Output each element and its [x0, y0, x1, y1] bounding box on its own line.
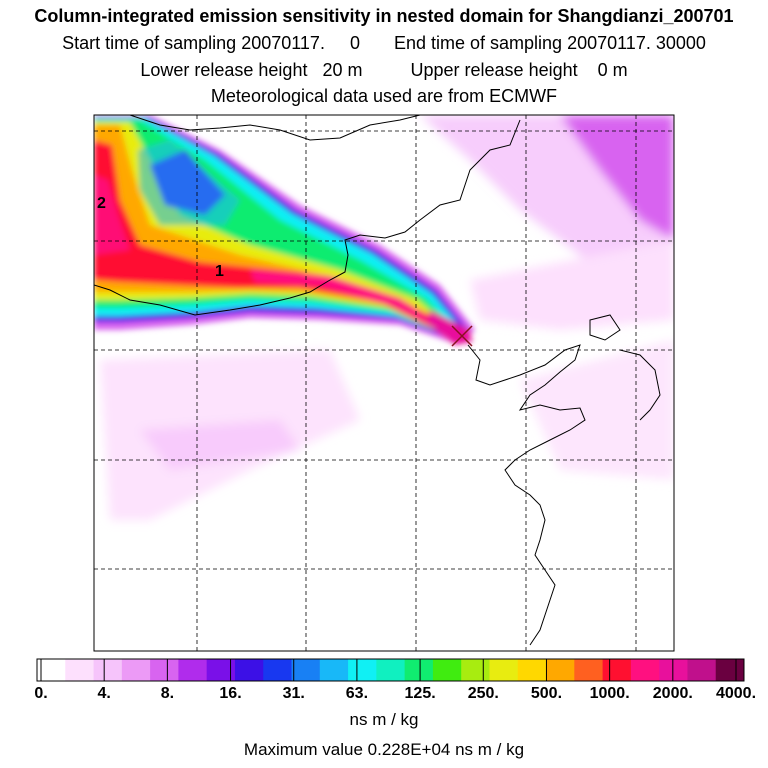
- start-time-value: 20070117. 0: [241, 33, 360, 53]
- colorbar-tick-label: 16.: [219, 685, 241, 700]
- end-time-label: End time of sampling: [393, 33, 563, 53]
- colorbar-tick-label: 500.: [531, 685, 562, 700]
- colorbar-swatch: [206, 659, 236, 681]
- gridlines: [94, 115, 674, 651]
- colorbar-swatch: [178, 659, 208, 681]
- haze-far-east: [520, 340, 674, 480]
- plume-pocket-cyan: [138, 140, 240, 225]
- colorbar-tick-label: 2000.: [653, 685, 693, 700]
- colorbar-swatch: [715, 659, 745, 681]
- colorbar-swatch: [263, 659, 293, 681]
- colorbar-tick-label: 31.: [283, 685, 305, 700]
- start-time-label: Start time of sampling: [62, 33, 237, 53]
- haze-northeast-strong: [560, 115, 674, 240]
- lower-height-value: 20 m: [322, 60, 363, 80]
- colorbar-swatch: [432, 659, 462, 681]
- colorbar-swatch: [602, 659, 632, 681]
- end-time-value: 20070117. 30000: [567, 33, 706, 53]
- colorbar-swatch: [93, 659, 123, 681]
- colorbar-swatch: [348, 659, 377, 681]
- low-sensitivity-haze: [100, 115, 674, 520]
- release-point-marker: [451, 325, 473, 347]
- colorbar-swatch: [37, 659, 66, 681]
- colorbar-swatch: [461, 659, 490, 681]
- coastlines: [94, 115, 661, 646]
- colorbar-units: ns m / kg: [349, 710, 419, 729]
- colorbar-frame: [36, 658, 745, 682]
- haze-east-band: [470, 240, 674, 330]
- colorbar-tick-label: 63.: [346, 685, 368, 700]
- colorbar-tick-label: 125.: [405, 685, 436, 700]
- plume-core-west: [94, 175, 130, 255]
- colorbar-swatch: [291, 659, 321, 681]
- chart-title: Column-integrated emission sensitivity i…: [34, 6, 734, 26]
- chart-canvas: 2 1 0. 4. 8. 16. 31. 63. 125. 250. 500. 1000. 2000…: [34, 114, 756, 700]
- upper-height-label: Upper release height: [410, 60, 578, 80]
- colorbar-swatch: [659, 659, 688, 681]
- colorbar-swatch: [574, 659, 604, 681]
- colorbar-tick-label: 250.: [468, 685, 499, 700]
- colorbar-tick-label: 8.: [161, 685, 174, 700]
- colorbar-swatch: [150, 659, 179, 681]
- colorbar-swatch: [404, 659, 434, 681]
- colorbar: [36, 658, 745, 682]
- cluster-label-2: 2: [97, 195, 106, 212]
- colorbar-swatch: [630, 659, 660, 681]
- colorbar-swatch: [319, 659, 349, 681]
- colorbar-swatch: [376, 659, 406, 681]
- colorbar-swatch: [687, 659, 717, 681]
- cluster-label-1: 1: [215, 263, 224, 280]
- colorbar-swatch: [546, 659, 575, 681]
- met-data-line: Meteorological data used are from ECMWF: [210, 86, 558, 106]
- coast-east: [467, 344, 586, 646]
- coast-east-island: [589, 314, 621, 341]
- max-value-text: Maximum value 0.228E+04 ns m / kg: [243, 740, 525, 759]
- upper-height-value: 0 m: [597, 60, 628, 80]
- colorbar-swatch: [234, 659, 264, 681]
- colorbar-swatch: [65, 659, 95, 681]
- colorbar-tick-label: 4000.: [716, 685, 756, 700]
- coast-northwest: [94, 119, 521, 316]
- plume: [94, 115, 475, 345]
- coast-east-peninsula: [619, 349, 661, 421]
- colorbar-tick-label: 0.: [34, 685, 47, 700]
- colorbar-tick-label: 4.: [98, 685, 111, 700]
- colorbar-tick-label: 1000.: [590, 685, 630, 700]
- haze-south-streak: [140, 420, 300, 470]
- colorbar-swatch: [489, 659, 519, 681]
- colorbar-swatch: [121, 659, 151, 681]
- colorbar-swatch: [517, 659, 547, 681]
- sampling-time-line: Start time of sampling 20070117. 0 End ti…: [0, 33, 768, 54]
- lower-height-label: Lower release height: [140, 60, 308, 80]
- coast-north: [129, 115, 421, 141]
- map-frame: [93, 114, 675, 652]
- colorbar-ticks: 0. 4. 8. 16. 31. 63. 125. 250. 500. 1000. 2000. 400…: [34, 659, 756, 700]
- sensitivity-field: [94, 115, 674, 520]
- release-height-line: Lower release height 20 m Upper release h…: [0, 60, 768, 81]
